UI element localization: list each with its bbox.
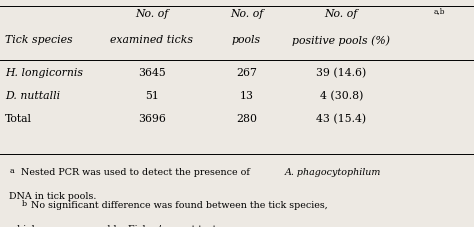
Text: 43 (15.4): 43 (15.4) [316,114,366,124]
Text: No. of: No. of [230,9,263,19]
Text: 3645: 3645 [138,68,165,78]
Text: which was compared by Fisher’s exact test.: which was compared by Fisher’s exact tes… [9,225,220,227]
Text: H. longicornis: H. longicornis [5,68,83,78]
Text: positive pools (%): positive pools (%) [292,35,390,46]
Text: a,b: a,b [434,7,445,15]
Text: Total: Total [5,114,32,123]
Text: Nested PCR was used to detect the presence of: Nested PCR was used to detect the presen… [21,168,253,177]
Text: pools: pools [232,35,261,45]
Text: D. nuttalli: D. nuttalli [5,91,60,101]
Text: 4 (30.8): 4 (30.8) [319,91,363,101]
Text: A. phagocytophilum: A. phagocytophilum [284,168,381,177]
Text: 51: 51 [145,91,159,101]
Text: No. of: No. of [325,9,358,19]
Text: No. of: No. of [135,9,168,19]
Text: Tick species: Tick species [5,35,73,45]
Text: 267: 267 [236,68,257,78]
Text: a: a [9,167,14,175]
Text: 3696: 3696 [138,114,165,123]
Text: 13: 13 [239,91,254,101]
Text: examined ticks: examined ticks [110,35,193,45]
Text: No significant difference was found between the tick species,: No significant difference was found betw… [31,201,328,210]
Text: b: b [21,200,27,208]
Text: DNA in tick pools.: DNA in tick pools. [9,192,97,201]
Text: 39 (14.6): 39 (14.6) [316,68,366,78]
Text: 280: 280 [236,114,257,123]
